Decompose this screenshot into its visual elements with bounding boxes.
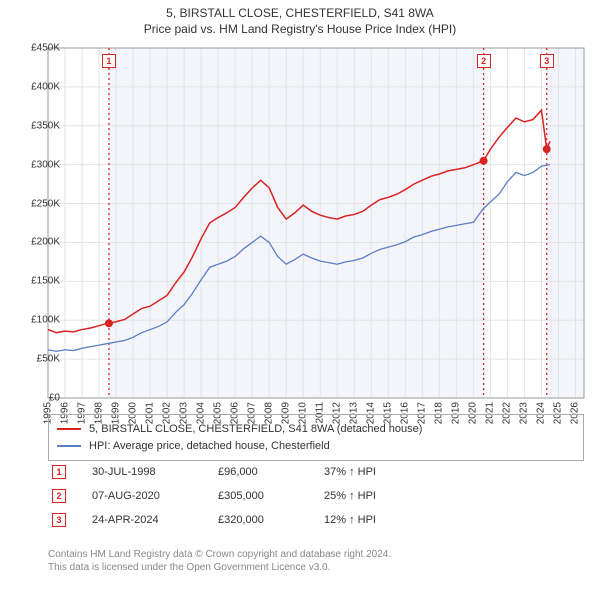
title-address: 5, BIRSTALL CLOSE, CHESTERFIELD, S41 8WA bbox=[0, 6, 600, 20]
event-date-1: 30-JUL-1998 bbox=[92, 466, 192, 478]
event-marker-2: 2 bbox=[52, 489, 66, 503]
chart-container: 5, BIRSTALL CLOSE, CHESTERFIELD, S41 8WA… bbox=[0, 0, 600, 590]
event-row-3: 3 24-APR-2024 £320,000 12% ↑ HPI bbox=[48, 508, 584, 532]
y-tick-label: £450K bbox=[10, 43, 60, 54]
y-tick-label: £200K bbox=[10, 237, 60, 248]
legend-label-hpi: HPI: Average price, detached house, Ches… bbox=[89, 438, 330, 455]
y-tick-label: £100K bbox=[10, 315, 60, 326]
legend-row-property: 5, BIRSTALL CLOSE, CHESTERFIELD, S41 8WA… bbox=[57, 421, 575, 438]
event-price-1: £96,000 bbox=[218, 466, 298, 478]
y-tick-label: £350K bbox=[10, 120, 60, 131]
title-block: 5, BIRSTALL CLOSE, CHESTERFIELD, S41 8WA… bbox=[0, 0, 600, 40]
event-hpi-2: 25% ↑ HPI bbox=[324, 490, 584, 502]
event-marker-3: 3 bbox=[52, 513, 66, 527]
event-marker-1: 1 bbox=[52, 465, 66, 479]
title-subtitle: Price paid vs. HM Land Registry's House … bbox=[0, 22, 600, 36]
footer-line1: Contains HM Land Registry data © Crown c… bbox=[48, 548, 584, 561]
chart-marker-1: 1 bbox=[102, 54, 116, 68]
y-tick-label: £400K bbox=[10, 81, 60, 92]
event-hpi-1: 37% ↑ HPI bbox=[324, 466, 584, 478]
event-price-2: £305,000 bbox=[218, 490, 298, 502]
y-tick-label: £250K bbox=[10, 198, 60, 209]
legend-box: 5, BIRSTALL CLOSE, CHESTERFIELD, S41 8WA… bbox=[48, 414, 584, 461]
y-tick-label: £300K bbox=[10, 159, 60, 170]
events-table: 1 30-JUL-1998 £96,000 37% ↑ HPI 2 07-AUG… bbox=[48, 460, 584, 532]
plot-area bbox=[48, 48, 584, 398]
legend-row-hpi: HPI: Average price, detached house, Ches… bbox=[57, 438, 575, 455]
footer-line2: This data is licensed under the Open Gov… bbox=[48, 561, 584, 574]
legend-swatch-property bbox=[57, 428, 81, 430]
footer-note: Contains HM Land Registry data © Crown c… bbox=[48, 548, 584, 574]
event-date-2: 07-AUG-2020 bbox=[92, 490, 192, 502]
chart-marker-3: 3 bbox=[540, 54, 554, 68]
y-tick-label: £150K bbox=[10, 276, 60, 287]
event-row-1: 1 30-JUL-1998 £96,000 37% ↑ HPI bbox=[48, 460, 584, 484]
y-tick-label: £50K bbox=[10, 354, 60, 365]
event-hpi-3: 12% ↑ HPI bbox=[324, 514, 584, 526]
event-row-2: 2 07-AUG-2020 £305,000 25% ↑ HPI bbox=[48, 484, 584, 508]
event-price-3: £320,000 bbox=[218, 514, 298, 526]
event-date-3: 24-APR-2024 bbox=[92, 514, 192, 526]
legend-swatch-hpi bbox=[57, 445, 81, 447]
chart-marker-2: 2 bbox=[477, 54, 491, 68]
legend-label-property: 5, BIRSTALL CLOSE, CHESTERFIELD, S41 8WA… bbox=[89, 421, 422, 438]
plot-svg bbox=[48, 48, 584, 398]
